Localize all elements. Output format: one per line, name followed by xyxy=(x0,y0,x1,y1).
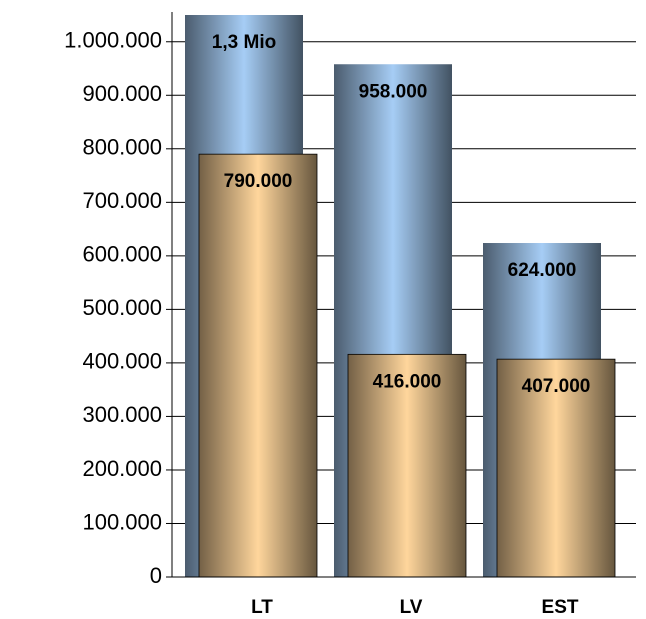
y-tick-label: 1.000.000 xyxy=(64,28,162,53)
plot xyxy=(185,15,616,577)
y-tick-label: 400.000 xyxy=(82,349,162,374)
y-tick-label: 0 xyxy=(150,563,162,588)
value-label: 1,3 Mio xyxy=(212,32,276,53)
x-tick-label: LV xyxy=(400,597,423,618)
y-tick-label: 100.000 xyxy=(82,509,162,534)
value-label: 624.000 xyxy=(508,260,577,281)
x-tick-label: LT xyxy=(251,597,273,618)
y-tick-label: 200.000 xyxy=(82,456,162,481)
bar xyxy=(198,153,318,577)
bar xyxy=(347,353,467,577)
value-label: 407.000 xyxy=(522,376,591,397)
bar xyxy=(496,358,616,577)
y-tick-label: 700.000 xyxy=(82,188,162,213)
value-label: 416.000 xyxy=(373,371,442,392)
value-label: 958.000 xyxy=(359,81,428,102)
y-tick-label: 500.000 xyxy=(82,295,162,320)
y-tick-label: 600.000 xyxy=(82,242,162,267)
value-label: 790.000 xyxy=(224,171,293,192)
y-tick-label: 300.000 xyxy=(82,402,162,427)
x-tick-label: EST xyxy=(542,597,579,618)
y-tick-label: 900.000 xyxy=(82,81,162,106)
y-tick-label: 800.000 xyxy=(82,135,162,160)
